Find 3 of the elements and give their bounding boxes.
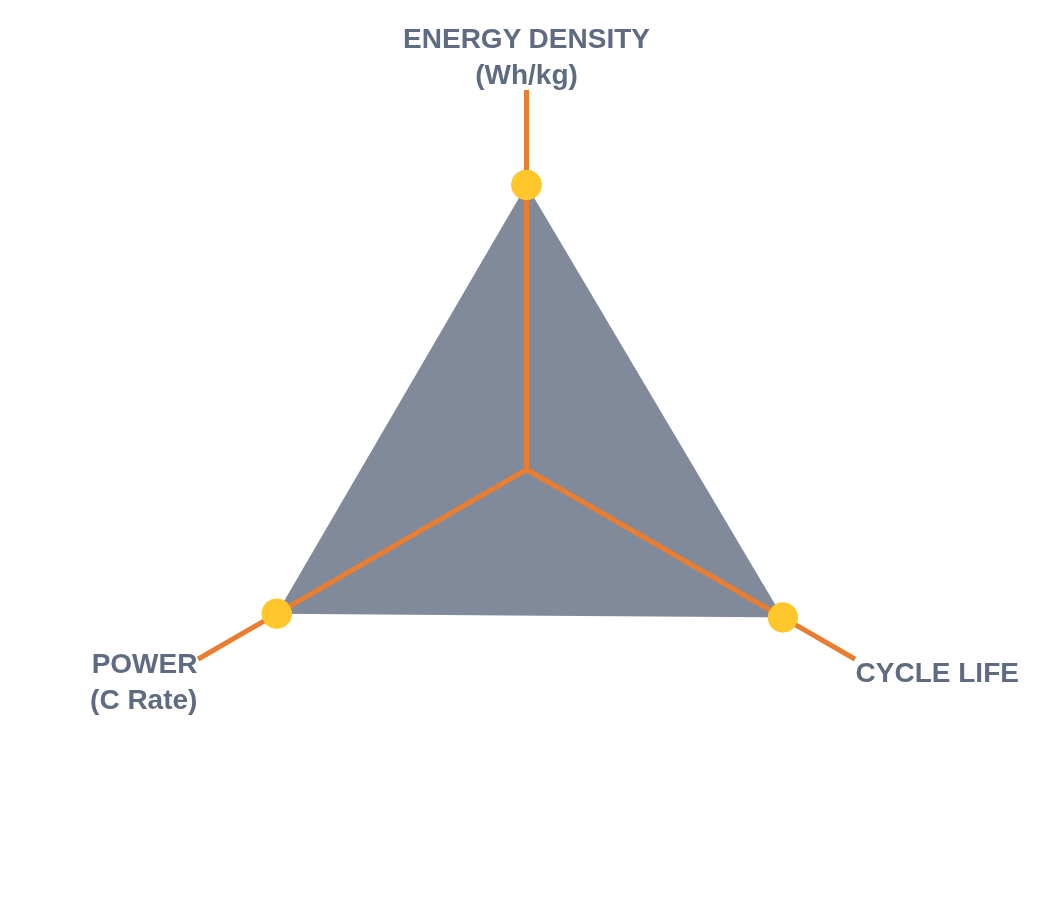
spoke-label: POWER (C Rate) [90,647,198,716]
spoke-label: ENERGY DENSITY (Wh/kg) [403,22,651,90]
spoke-label: CYCLE LIFE [855,656,1019,688]
